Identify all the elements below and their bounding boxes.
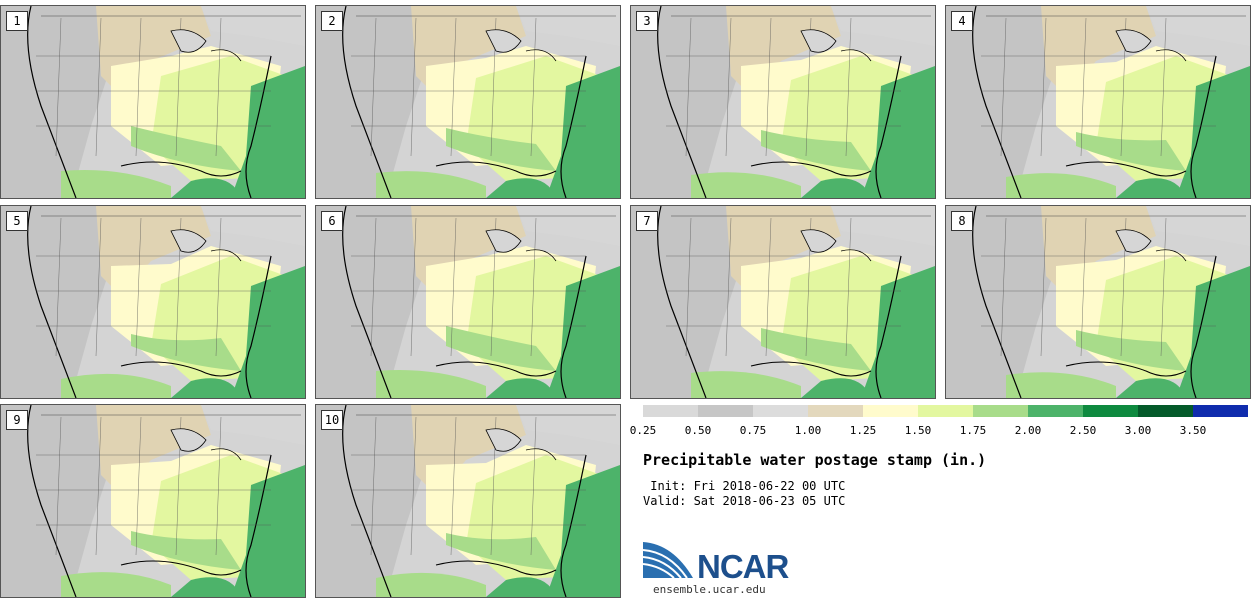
colorbar-swatch <box>753 405 808 417</box>
precipitable-water-map <box>316 6 620 198</box>
map-panel-9[interactable]: 9 <box>0 404 306 598</box>
colorbar-tick-label: 0.25 <box>629 424 657 437</box>
colorbar-swatch <box>1028 405 1083 417</box>
map-panel-10[interactable]: 10 <box>315 404 621 598</box>
map-panel-3[interactable]: 3 <box>630 5 936 199</box>
ncar-wordmark: NCAR <box>697 548 789 585</box>
precipitable-water-map <box>946 6 1250 198</box>
map-panel-8[interactable]: 8 <box>945 205 1251 399</box>
map-panel-2[interactable]: 2 <box>315 5 621 199</box>
map-panel-1[interactable]: 1 <box>0 5 306 199</box>
colorbar-swatch <box>643 405 698 417</box>
panel-number-label: 6 <box>321 211 343 231</box>
precipitable-water-map <box>631 6 935 198</box>
colorbar-swatch <box>863 405 918 417</box>
precipitable-water-map <box>316 206 620 398</box>
precipitable-water-map <box>946 206 1250 398</box>
panel-number-label: 5 <box>6 211 28 231</box>
panel-number-label: 4 <box>951 11 973 31</box>
colorbar-swatch <box>1138 405 1193 417</box>
panel-number-label: 2 <box>321 11 343 31</box>
panel-number-label: 1 <box>6 11 28 31</box>
panel-number-label: 7 <box>636 211 658 231</box>
panel-number-label: 9 <box>6 410 28 430</box>
precipitable-water-map <box>1 206 305 398</box>
colorbar-tick-label: 0.75 <box>739 424 767 437</box>
panel-number-label: 10 <box>321 410 343 430</box>
precipitable-water-map <box>316 405 620 597</box>
map-panel-4[interactable]: 4 <box>945 5 1251 199</box>
map-panel-6[interactable]: 6 <box>315 205 621 399</box>
colorbar-tick-label: 0.50 <box>684 424 712 437</box>
colorbar-swatch <box>1193 405 1248 417</box>
colorbar-swatch <box>973 405 1028 417</box>
init-time: Init: Fri 2018-06-22 00 UTC <box>643 479 846 493</box>
valid-time: Valid: Sat 2018-06-23 05 UTC <box>643 494 846 508</box>
colorbar-swatch <box>918 405 973 417</box>
ncar-logo-icon <box>643 542 693 579</box>
colorbar-swatch <box>808 405 863 417</box>
map-panel-7[interactable]: 7 <box>630 205 936 399</box>
colorbar <box>643 405 1248 417</box>
colorbar-tick-label: 1.25 <box>849 424 877 437</box>
colorbar-tick-label: 2.50 <box>1069 424 1097 437</box>
precipitable-water-map <box>631 206 935 398</box>
map-panel-5[interactable]: 5 <box>0 205 306 399</box>
precipitable-water-map <box>1 405 305 597</box>
colorbar-tick-label: 1.75 <box>959 424 987 437</box>
panel-number-label: 8 <box>951 211 973 231</box>
colorbar-swatch <box>698 405 753 417</box>
plot-title: Precipitable water postage stamp (in.) <box>643 451 987 469</box>
site-url: ensemble.ucar.edu <box>653 583 766 596</box>
precipitable-water-map <box>1 6 305 198</box>
colorbar-tick-label: 2.00 <box>1014 424 1042 437</box>
colorbar-swatch <box>1083 405 1138 417</box>
colorbar-tick-label: 1.00 <box>794 424 822 437</box>
panel-number-label: 3 <box>636 11 658 31</box>
colorbar-tick-label: 1.50 <box>904 424 932 437</box>
colorbar-tick-label: 3.00 <box>1124 424 1152 437</box>
colorbar-tick-label: 3.50 <box>1179 424 1207 437</box>
